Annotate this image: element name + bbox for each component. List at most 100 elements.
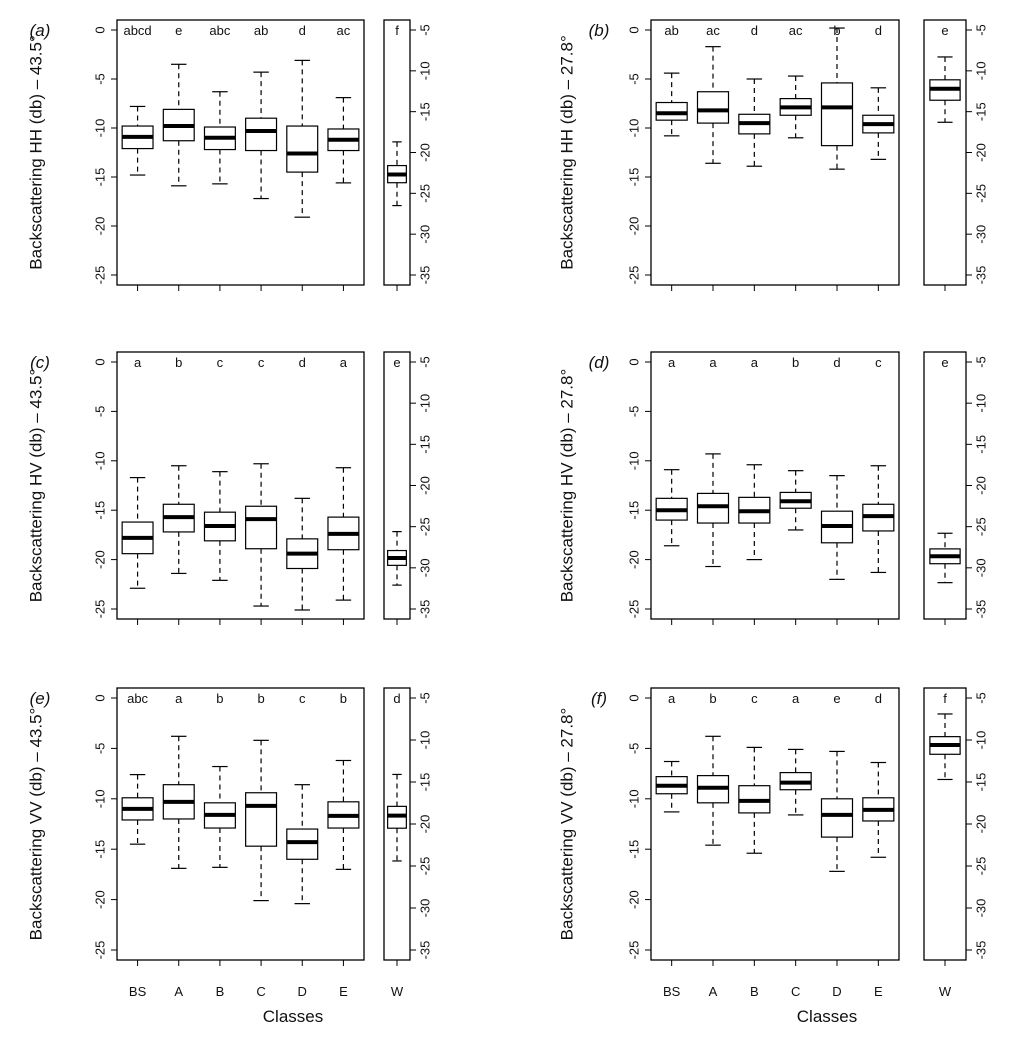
water-y-tick-label: -35 <box>973 266 988 285</box>
y-tick-label: -15 <box>626 501 641 520</box>
x-tick-label: C <box>256 984 265 999</box>
box-plot <box>387 141 407 207</box>
x-tick-label: BS <box>663 984 681 999</box>
water-y-tick-label: -20 <box>417 815 432 834</box>
significance-letter: b <box>340 691 347 706</box>
y-tick-label: -15 <box>92 501 107 520</box>
panel-tag: (a) <box>30 21 51 40</box>
significance-letter: ac <box>706 23 720 38</box>
main-plot-frame <box>116 351 365 620</box>
y-axis-title: Backscattering HH (db) – 27.8° <box>557 35 576 270</box>
significance-letter: abc <box>127 691 148 706</box>
water-y-tick-label: -35 <box>417 266 432 285</box>
significance-letter: a <box>709 355 717 370</box>
box-plot <box>655 469 688 547</box>
x-tick-label: D <box>298 984 307 999</box>
water-y-tick-label: -10 <box>973 731 988 750</box>
significance-letter: a <box>340 355 348 370</box>
water-y-tick-label: -25 <box>417 857 432 876</box>
significance-letter: a <box>792 691 800 706</box>
water-y-tick-label: -25 <box>417 517 432 536</box>
significance-letter: b <box>175 355 182 370</box>
panel-2: 0 -5 -10 -15 -20 -25 -5 -10 -15 -20 -25 -30 -35 Backs… <box>557 19 988 291</box>
y-tick-label: -10 <box>626 789 641 808</box>
y-tick-label: -10 <box>92 119 107 138</box>
box-plot <box>286 497 319 611</box>
water-significance-letter: d <box>393 691 400 706</box>
significance-letter: d <box>751 23 758 38</box>
box-iqr <box>820 798 854 838</box>
x-tick-label: B <box>216 984 225 999</box>
box-plot <box>820 475 854 580</box>
x-tick-label: B <box>750 984 759 999</box>
box-plot <box>245 71 278 200</box>
y-tick-label: 0 <box>626 694 641 701</box>
y-tick-label: -5 <box>92 743 107 755</box>
box-plot <box>862 761 895 858</box>
significance-letter: abcd <box>123 23 151 38</box>
water-y-tick-label: -20 <box>973 476 988 495</box>
y-tick-label: -20 <box>92 550 107 569</box>
significance-letter: c <box>299 691 306 706</box>
main-plot-frame <box>650 19 900 286</box>
box-plot <box>779 748 812 816</box>
water-y-tick-label: -25 <box>973 184 988 203</box>
box-plot <box>203 91 236 185</box>
y-axis-title: Backscattering HV (db) – 27.8° <box>557 369 576 603</box>
y-axis-title: Backscattering VV (db) – 27.8° <box>557 708 576 941</box>
water-y-tick-label: -10 <box>973 394 988 413</box>
box-plot <box>121 105 154 176</box>
y-tick-label: -25 <box>92 941 107 960</box>
box-iqr <box>696 91 730 124</box>
significance-letter: d <box>833 355 840 370</box>
x-tick-label: BS <box>129 984 147 999</box>
y-tick-label: -25 <box>92 600 107 619</box>
water-plot-frame <box>923 351 967 620</box>
box-plot <box>862 465 895 574</box>
box-plot <box>387 773 407 862</box>
water-y-tick-label: -25 <box>973 857 988 876</box>
water-significance-letter: f <box>395 23 399 38</box>
water-y-tick-label: -15 <box>973 435 988 454</box>
panel-6: 0 -5 -10 -15 -20 -25 -5 -10 -15 -20 -25 -30 -35 Backs… <box>557 687 988 999</box>
water-y-tick-label: -30 <box>973 558 988 577</box>
significance-letter: ac <box>337 23 351 38</box>
box-plot <box>738 746 771 854</box>
y-tick-label: -5 <box>626 406 641 418</box>
y-tick-label: -25 <box>626 600 641 619</box>
water-y-tick-label: -30 <box>417 558 432 577</box>
water-x-tick-label: W <box>939 984 952 999</box>
box-plot <box>862 87 895 160</box>
box-iqr <box>820 82 854 147</box>
box-plot <box>696 735 730 846</box>
water-plot-frame <box>923 687 967 961</box>
significance-letter: b <box>833 23 840 38</box>
box-plot <box>929 56 961 123</box>
y-tick-label: -15 <box>626 168 641 187</box>
water-y-tick-label: -35 <box>973 941 988 960</box>
y-tick-label: 0 <box>626 358 641 365</box>
x-tick-label: D <box>832 984 841 999</box>
water-y-tick-label: -20 <box>973 815 988 834</box>
water-y-tick-label: -20 <box>973 143 988 162</box>
box-plot <box>929 532 961 584</box>
significance-letter: e <box>833 691 840 706</box>
y-tick-label: -20 <box>626 890 641 909</box>
significance-letter: a <box>751 355 759 370</box>
box-plot <box>121 774 154 845</box>
water-y-tick-label: -10 <box>417 731 432 750</box>
box-plot <box>655 760 688 813</box>
main-plot-frame <box>650 351 900 620</box>
water-y-tick-label: -30 <box>973 899 988 918</box>
box-plot <box>203 765 236 868</box>
y-tick-label: -5 <box>92 406 107 418</box>
water-y-tick-label: -20 <box>417 476 432 495</box>
x-axis-title-right: Classes <box>797 1007 857 1026</box>
water-y-tick-label: -20 <box>417 143 432 162</box>
significance-letter: c <box>875 355 882 370</box>
box-plot <box>203 471 236 581</box>
significance-letter: a <box>175 691 183 706</box>
y-tick-label: -20 <box>92 217 107 236</box>
water-y-tick-label: -30 <box>973 225 988 244</box>
water-y-tick-label: -35 <box>417 600 432 619</box>
